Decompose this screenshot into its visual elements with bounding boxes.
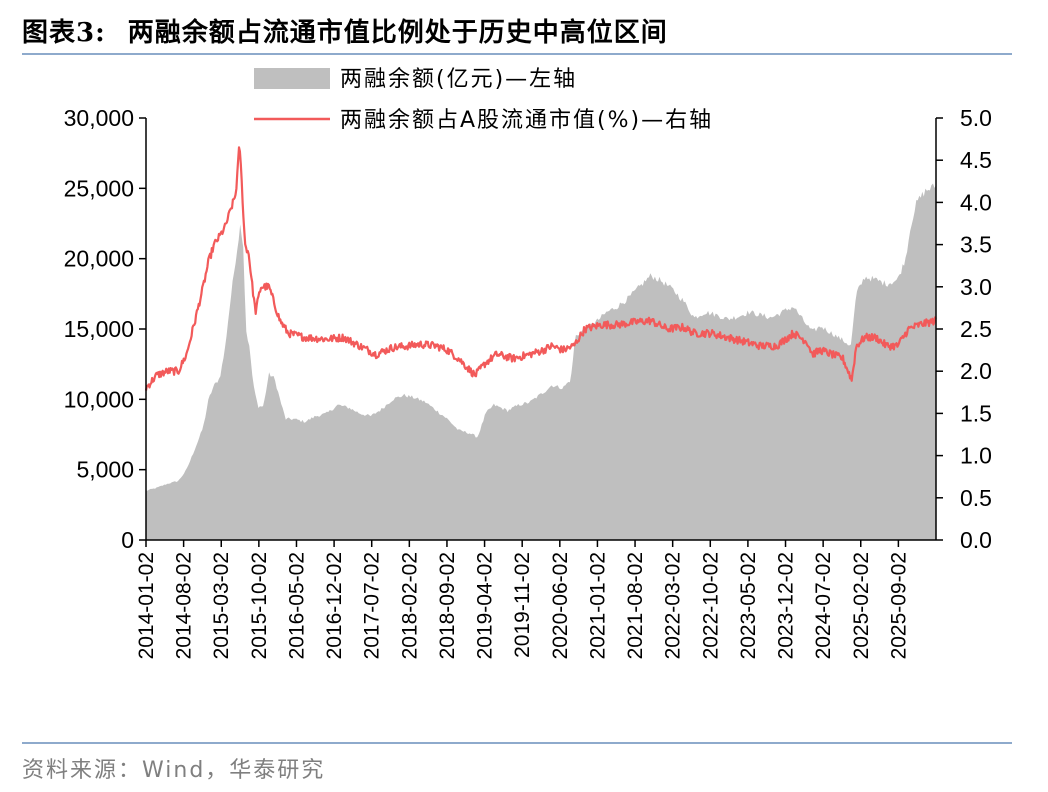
left-tick-label: 5,000 xyxy=(76,457,134,483)
right-tick-label: 1.5 xyxy=(960,400,992,426)
x-tick-label: 2021-08-02 xyxy=(624,552,647,659)
left-tick-label: 25,000 xyxy=(64,175,134,201)
legend-label-area: 两融余额(亿元)—左轴 xyxy=(340,67,577,92)
right-tick-label: 2.5 xyxy=(960,316,992,342)
chart-title: 两融余额占流通市值比例处于历史中高位区间 xyxy=(127,18,668,48)
right-tick-label: 2.0 xyxy=(960,358,992,384)
x-tick-label: 2017-07-02 xyxy=(361,552,384,659)
x-tick-label: 2021-01-02 xyxy=(586,552,609,659)
right-tick-label: 4.0 xyxy=(960,189,992,215)
left-tick-label: 20,000 xyxy=(64,246,134,272)
right-tick-label: 3.0 xyxy=(960,274,992,300)
margin-balance-area xyxy=(146,183,936,540)
x-tick-label: 2018-02-02 xyxy=(398,552,421,659)
bottom-rule xyxy=(22,742,1012,744)
top-rule xyxy=(22,53,1012,55)
x-tick-label: 2022-10-02 xyxy=(699,552,722,659)
x-tick-label: 2015-10-02 xyxy=(248,552,271,659)
left-tick-label: 0 xyxy=(121,527,134,553)
x-tick-label: 2020-06-02 xyxy=(549,552,572,659)
right-tick-label: 0.5 xyxy=(960,485,992,511)
x-tick-label: 2022-03-02 xyxy=(662,552,685,659)
right-tick-label: 3.5 xyxy=(960,232,992,258)
left-tick-label: 30,000 xyxy=(64,105,134,131)
left-tick-label: 10,000 xyxy=(64,386,134,412)
x-tick-label: 2019-11-02 xyxy=(511,552,534,658)
x-tick-label: 2016-12-02 xyxy=(323,552,346,659)
source-note: 资料来源：Wind，华泰研究 xyxy=(22,758,326,783)
right-tick-label: 0.0 xyxy=(960,527,992,553)
x-tick-label: 2023-05-02 xyxy=(737,552,760,659)
right-tick-label: 5.0 xyxy=(960,105,992,131)
left-tick-label: 15,000 xyxy=(64,316,134,342)
x-tick-label: 2025-09-02 xyxy=(887,552,910,659)
right-tick-label: 4.5 xyxy=(960,147,992,173)
right-tick-label: 1.0 xyxy=(960,443,992,469)
figure-label: 图表3: xyxy=(22,18,106,48)
plot-area xyxy=(144,146,937,540)
figure-title: 图表3: 两融余额占流通市值比例处于历史中高位区间 xyxy=(22,12,668,49)
x-tick-label: 2025-02-02 xyxy=(850,552,873,659)
x-tick-label: 2014-08-02 xyxy=(173,552,196,659)
x-tick-label: 2014-01-02 xyxy=(135,552,158,659)
x-tick-label: 2019-04-02 xyxy=(474,552,497,659)
x-tick-label: 2023-12-02 xyxy=(775,552,798,659)
x-tick-label: 2024-07-02 xyxy=(812,552,835,659)
legend-label-line: 两融余额占A股流通市值(%)—右轴 xyxy=(340,108,713,133)
x-tick-label: 2015-03-02 xyxy=(210,552,233,659)
x-tick-label: 2018-09-02 xyxy=(436,552,459,659)
axes: 0 5,000 10,000 15,000 20,000 25,000 30,000 0.0 0… xyxy=(64,105,992,659)
x-tick-label: 2016-05-02 xyxy=(285,552,308,659)
margin-ratio-line xyxy=(144,146,937,391)
legend-swatch-area xyxy=(254,68,330,89)
